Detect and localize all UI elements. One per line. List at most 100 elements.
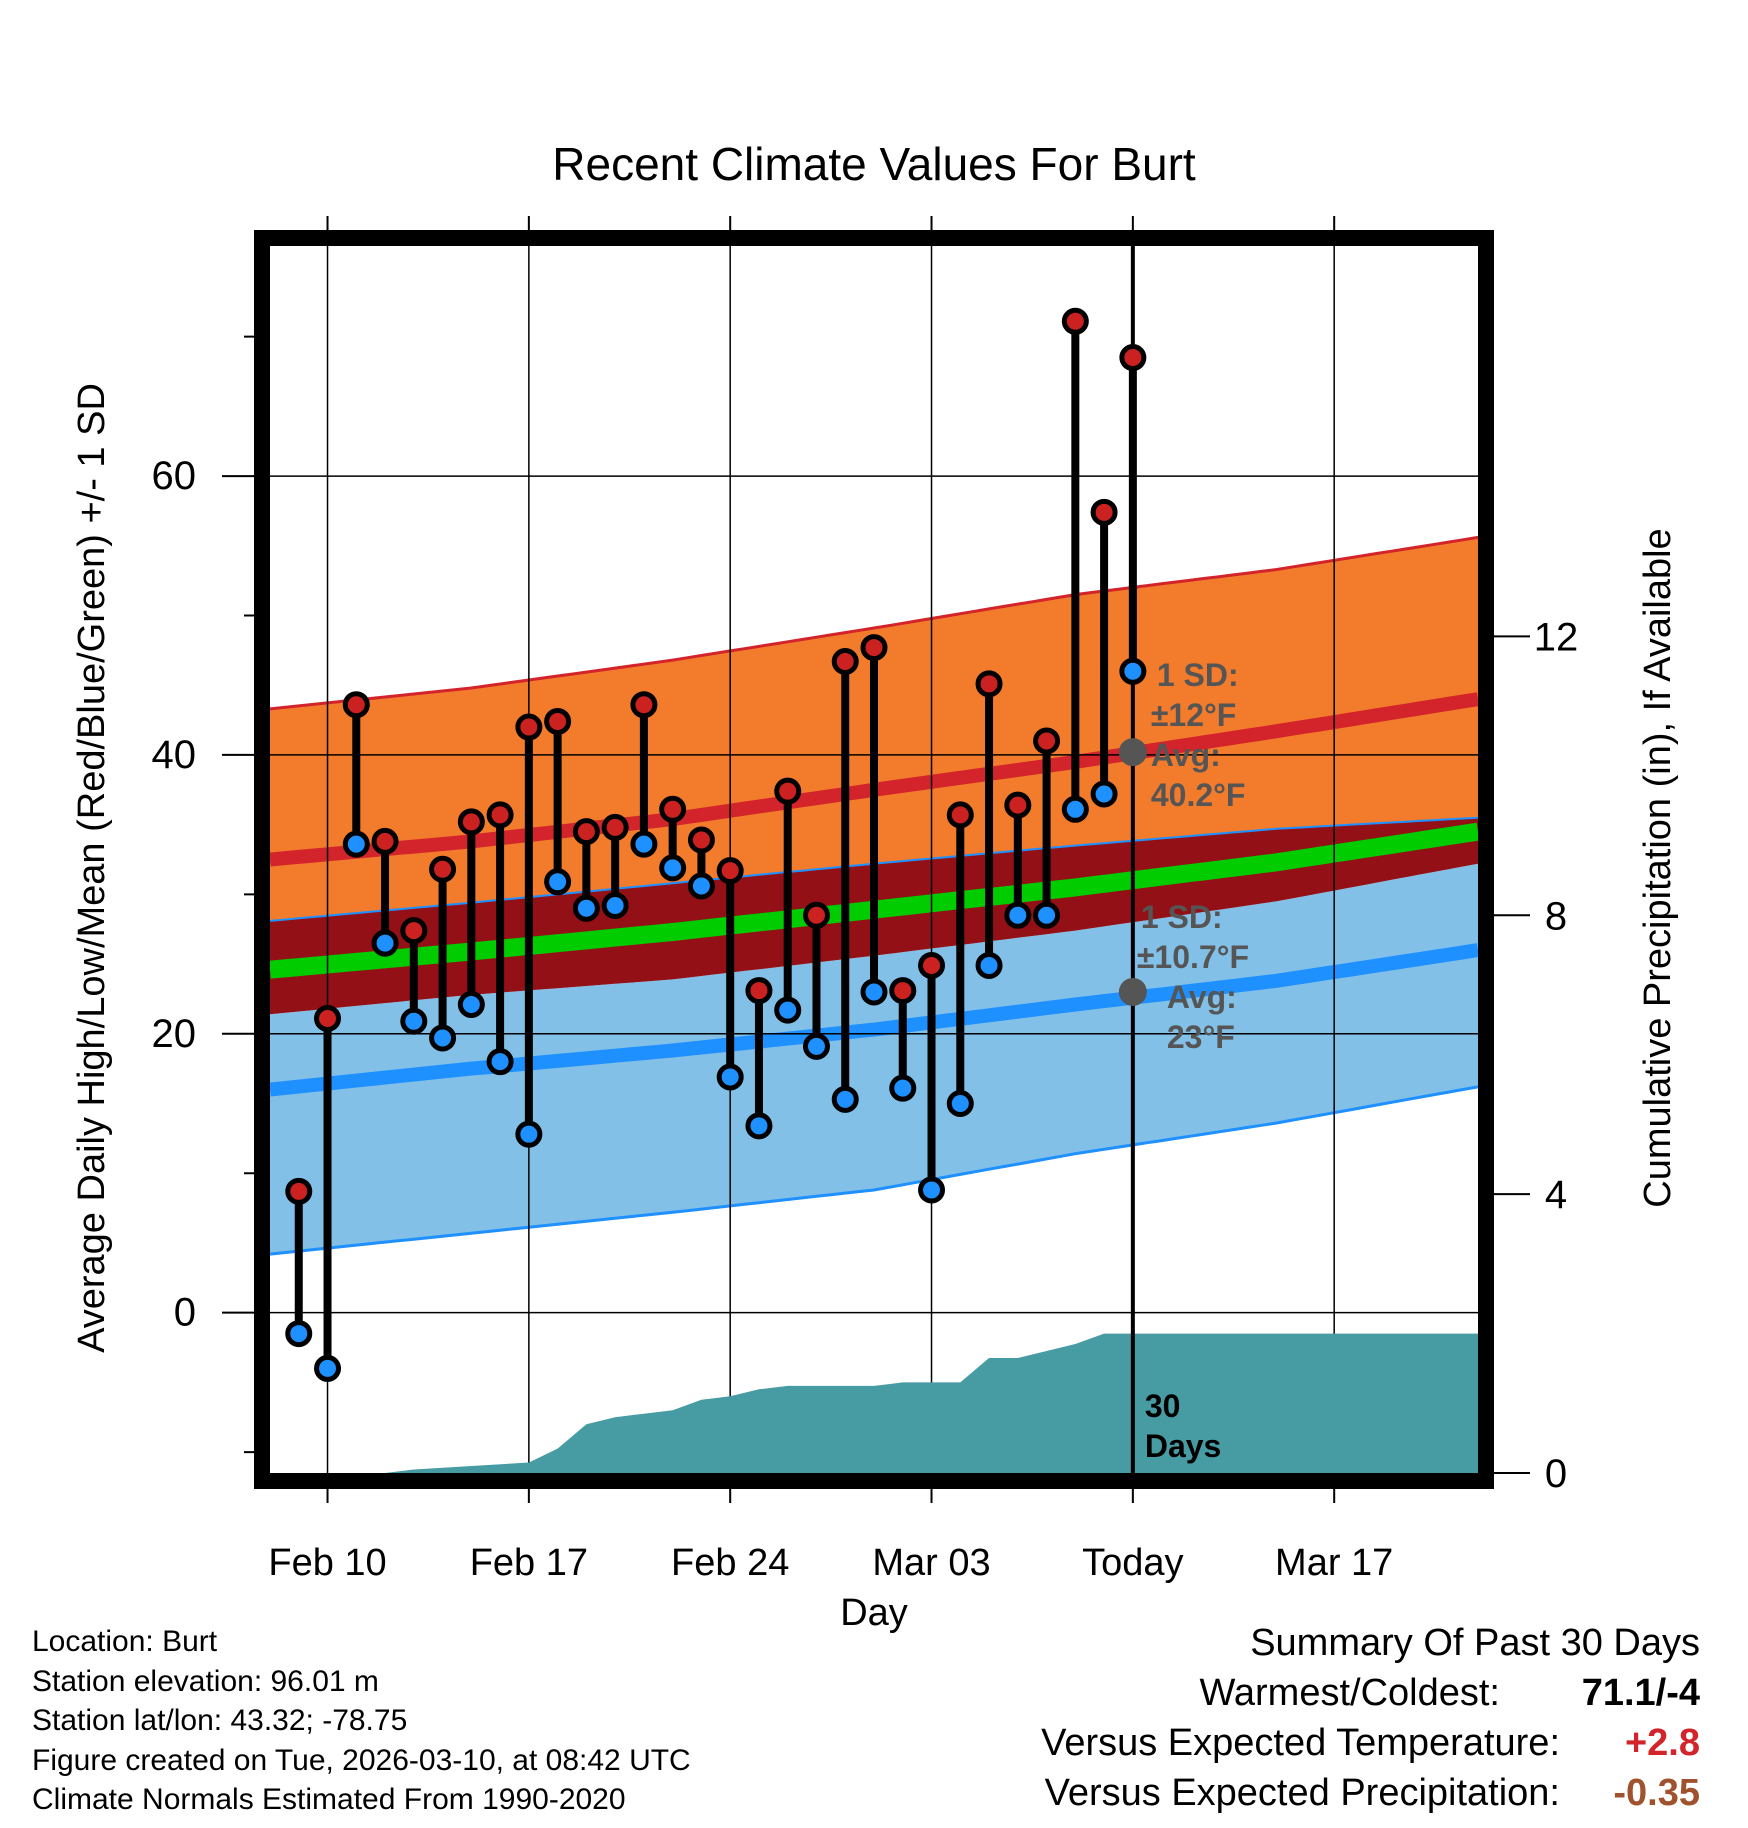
daily-high-point <box>745 977 773 1005</box>
daily-low-point <box>314 1354 342 1382</box>
low-avg-marker <box>1118 977 1147 1006</box>
y-tick-label: 40 <box>152 733 197 777</box>
y2-tick-label: 0 <box>1545 1452 1567 1496</box>
x-tick-label: Mar 17 <box>1275 1542 1393 1584</box>
daily-low-point <box>802 1032 830 1060</box>
daily-high-point <box>831 648 859 676</box>
x-tick-label: Feb 17 <box>470 1542 588 1584</box>
created-text: Figure created on Tue, 2026-03-10, at 08… <box>32 1743 691 1777</box>
daily-low-point <box>918 1176 946 1204</box>
daily-low-point <box>1033 901 1061 929</box>
period-label-number: 30 <box>1145 1388 1181 1424</box>
normals-text: Climate Normals Estimated From 1990-2020 <box>32 1783 626 1816</box>
daily-high-point <box>889 977 917 1005</box>
period-label-days: Days <box>1145 1428 1222 1464</box>
warm-cold-label: Warmest/Coldest: <box>1199 1672 1500 1714</box>
x-tick-label: Today <box>1082 1542 1183 1584</box>
warm-cold-value: 71.1/-4 <box>1581 1672 1700 1714</box>
daily-low-point <box>400 1007 428 1035</box>
summary-title: Summary Of Past 30 Days <box>1250 1622 1700 1664</box>
daily-high-point <box>918 951 946 979</box>
daily-high-point <box>1090 498 1118 526</box>
low-annotation-sd-label: 1 SD: <box>1141 899 1223 935</box>
daily-high-point <box>975 670 1003 698</box>
precip-label: Versus Expected Precipitation: <box>1044 1772 1560 1814</box>
plot-frame <box>254 230 1494 1489</box>
daily-low-point <box>1090 780 1118 808</box>
daily-high-point <box>601 813 629 841</box>
precip-area <box>270 1333 1478 1473</box>
daily-high-point <box>515 713 543 741</box>
daily-high-point <box>400 917 428 945</box>
high-annotation-sd-value: ±12°F <box>1151 697 1237 733</box>
low-lower-line <box>270 1085 1478 1256</box>
daily-low-point <box>371 929 399 957</box>
temp-label: Versus Expected Temperature: <box>1041 1722 1560 1764</box>
daily-high-point <box>314 1004 342 1032</box>
daily-low-point <box>486 1048 514 1076</box>
daily-low-point <box>1004 901 1032 929</box>
summary-precip-row: Versus Expected Precipitation: -0.35 <box>1041 1768 1700 1818</box>
daily-high-point <box>946 801 974 829</box>
daily-low-point <box>774 996 802 1024</box>
x-tick-label: Mar 03 <box>872 1542 990 1584</box>
daily-low-point <box>544 868 572 896</box>
daily-low-point <box>831 1085 859 1113</box>
daily-high-point <box>457 808 485 836</box>
precip-value: -0.35 <box>1613 1772 1700 1814</box>
daily-low-point <box>429 1024 457 1052</box>
daily-low-point <box>1061 795 1089 823</box>
daily-high-point <box>716 857 744 885</box>
y-tick-label: 0 <box>174 1291 196 1335</box>
daily-low-point <box>601 892 629 920</box>
daily-high-point <box>544 707 572 735</box>
summary-temp-row: Versus Expected Temperature: +2.8 <box>1041 1718 1700 1768</box>
y2-tick-label: 4 <box>1545 1173 1567 1217</box>
low-annotation-avg-value: 23°F <box>1167 1019 1235 1055</box>
low-sd-band <box>270 863 1478 1255</box>
low-normal-line <box>270 943 1478 1097</box>
high-avg-marker <box>1118 738 1147 767</box>
daily-low-point <box>630 830 658 858</box>
daily-high-point <box>1033 727 1061 755</box>
daily-high-point <box>572 818 600 846</box>
daily-low-point <box>572 894 600 922</box>
low-annotation-sd-value: ±10.7°F <box>1137 939 1249 975</box>
daily-low-point <box>659 854 687 882</box>
daily-low-point <box>687 872 715 900</box>
x-tick-label: Feb 24 <box>671 1542 789 1584</box>
location-text: Location: Burt <box>32 1625 218 1658</box>
y-axis-label: Average Daily High/Low/Mean (Red/Blue/Gr… <box>71 383 113 1353</box>
daily-high-point <box>802 901 830 929</box>
daily-low-point <box>946 1090 974 1118</box>
daily-observations <box>285 307 1147 1382</box>
y2-tick-label: 12 <box>1534 615 1579 659</box>
daily-low-point <box>975 951 1003 979</box>
high-annotation-avg-value: 40.2°F <box>1151 777 1246 813</box>
daily-high-point <box>630 691 658 719</box>
y-tick-label: 60 <box>152 454 197 498</box>
daily-low-point <box>342 830 370 858</box>
daily-high-point <box>1004 791 1032 819</box>
daily-low-point <box>716 1063 744 1091</box>
high-upper-line <box>270 535 1478 711</box>
x-axis-label: Day <box>840 1592 908 1634</box>
high-annotation-sd-label: 1 SD: <box>1157 657 1239 693</box>
daily-high-point <box>860 634 888 662</box>
daily-low-point <box>457 991 485 1019</box>
daily-low-point <box>889 1074 917 1102</box>
daily-high-point <box>1061 307 1089 335</box>
daily-low-point <box>745 1112 773 1140</box>
daily-low-point <box>515 1120 543 1148</box>
x-tick-label: Feb 10 <box>268 1542 386 1584</box>
latlon-text: Station lat/lon: 43.32; -78.75 <box>32 1704 408 1737</box>
daily-high-point <box>342 691 370 719</box>
daily-high-point <box>659 795 687 823</box>
daily-high-point <box>486 801 514 829</box>
daily-high-point <box>687 826 715 854</box>
daily-low-point <box>285 1320 313 1348</box>
y2-tick-label: 8 <box>1545 894 1567 938</box>
plot-interior <box>270 246 1478 1473</box>
daily-high-point <box>774 777 802 805</box>
